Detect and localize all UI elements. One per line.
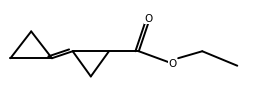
Text: O: O	[168, 59, 177, 69]
Text: O: O	[144, 14, 152, 24]
